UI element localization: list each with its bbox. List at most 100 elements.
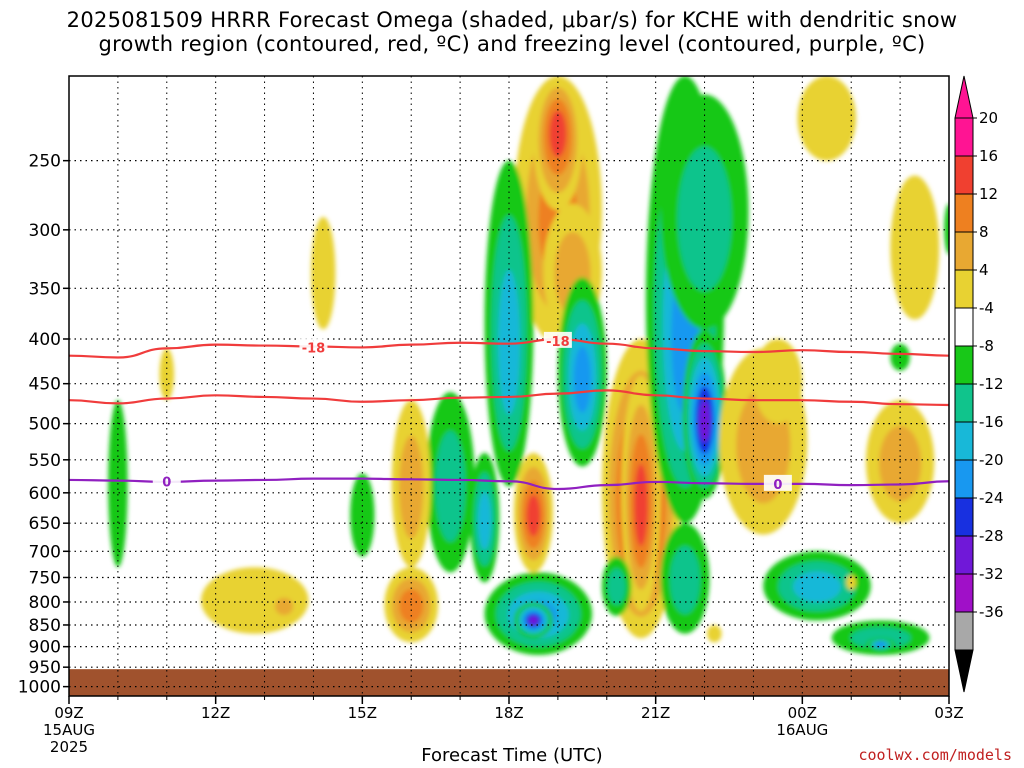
colorbar-label: 20 [979,109,998,127]
omega-region [707,624,722,643]
contour-label: 0 [162,475,171,490]
contour-label-bg [299,338,328,355]
colorbar-bin [954,345,974,385]
omega-blob-group [108,76,949,655]
colorbar-label: -12 [979,375,1004,393]
contour-line [69,389,949,407]
colorbar-label: 12 [979,185,998,203]
omega-region [350,473,375,557]
contour-label-bg [763,474,792,491]
x-tick-label: 12Z [201,704,230,722]
contour-line [69,477,949,491]
grid-lines [69,76,949,696]
contour-label-bg [543,331,572,348]
omega-region [528,615,539,625]
omega-region [549,110,567,158]
colorbar-bin [954,421,974,461]
omega-region [435,430,466,542]
omega-region [699,400,710,442]
colorbar-bin [954,193,974,233]
colorbar-label: -36 [979,603,1004,621]
y-tick-label: 1000 [18,678,61,698]
omega-region [311,216,336,330]
y-tick-label: 400 [29,330,61,350]
y-tick-label: 550 [29,451,61,471]
omega-region [753,338,803,424]
colorbar-min-arrow [954,649,974,693]
omega-region [478,491,492,550]
colorbar-max-arrow [954,75,974,119]
omega-region [797,76,857,161]
omega-region [526,494,541,537]
omega-region [875,641,886,648]
y-tick-label: 700 [29,542,61,562]
y-tick-label: 650 [29,514,61,534]
colorbar-label: -32 [979,565,1004,583]
colorbar-label: 16 [979,147,998,165]
omega-region [669,546,701,615]
omega-region [793,571,841,603]
colorbar-bin [954,383,974,423]
y-tick-label: 250 [29,152,61,172]
ground-terrain [69,669,949,696]
x-tick-year: 2025 [50,738,88,756]
x-tick-date: 16AUG [776,721,828,739]
x-tick-label: 03Z [934,704,963,722]
y-tick-label: 950 [29,658,61,678]
colorbar-bin [954,117,974,157]
omega-region [634,463,648,547]
x-tick-label: 18Z [494,704,523,722]
colorbar-label: -16 [979,413,1004,431]
omega-region [399,589,424,623]
colorbar-label: -20 [979,451,1004,469]
chart-title-line-1: 2025081509 HRRR Forecast Omega (shaded, … [66,8,958,32]
colorbar-bin [954,231,974,271]
colorbar-label: -8 [979,337,994,355]
omega-region [498,270,520,415]
colorbar-bin [954,155,974,195]
chart-title-line-2: growth region (contoured, red, ºC) and f… [98,32,926,56]
colorbar-bin [954,269,974,309]
y-tick-label: 300 [29,221,61,241]
colorbar-bin [954,611,974,651]
colorbar-bin [954,573,974,613]
omega-region [607,568,626,605]
omega-region [573,346,591,413]
omega-region [944,203,949,255]
contour-line [69,337,949,359]
colorbar: 20 16 12 8 4 -4 -8 -12 -16 -20 -24 -28 -32 -36 [954,75,1004,693]
colorbar-label: 8 [979,223,989,241]
x-tick-label: 21Z [641,704,670,722]
site-credit: coolwx.com/models [858,746,1012,764]
x-tick-label: 09Z [54,704,83,722]
y-tick-label: 900 [29,638,61,658]
x-axis-label: Forecast Time (UTC) [421,745,603,766]
contour-label: -18 [546,335,570,350]
axes: 2503003504004505005506006507007508008509… [18,75,964,756]
temperature-contours: -18 -18 0 0 [69,331,949,493]
colorbar-bin [954,307,974,347]
y-tick-label: 500 [29,415,61,435]
omega-region [275,597,294,616]
omega-region [677,146,732,292]
y-tick-label: 350 [29,279,61,299]
contour-label-bg [152,472,181,489]
colorbar-label: 4 [979,261,989,279]
y-tick-label: 800 [29,593,61,613]
contour-label: -18 [302,341,326,356]
colorbar-label: -4 [979,299,994,317]
omega-shading [108,76,949,655]
ground-fill [69,669,949,696]
x-tick-date: 15AUG [43,721,95,739]
colorbar-label: -24 [979,489,1004,507]
y-tick-label: 450 [29,375,61,395]
colorbar-bin [954,459,974,499]
colorbar-bin [954,535,974,575]
y-tick-label: 850 [29,616,61,636]
y-tick-label: 600 [29,484,61,504]
omega-region [850,627,911,649]
colorbar-bin [954,497,974,537]
x-tick-label: 00Z [788,704,817,722]
x-tick-label: 15Z [348,704,377,722]
